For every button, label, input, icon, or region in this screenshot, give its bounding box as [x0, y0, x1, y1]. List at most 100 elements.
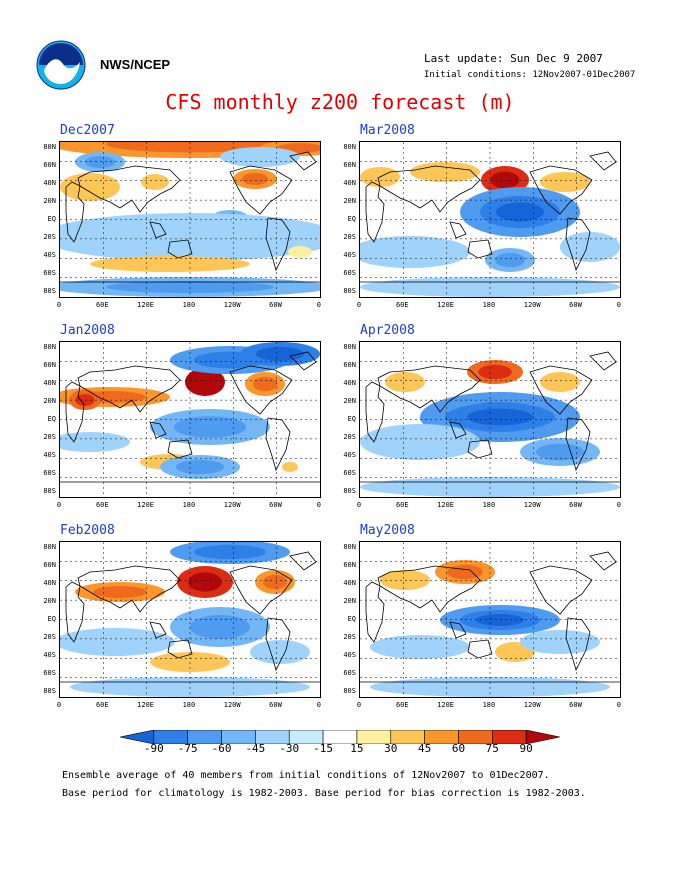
lat-tick-label: 40S — [343, 251, 356, 259]
panel-title-3: Jan2008 — [60, 323, 115, 338]
lon-tick-label: 120E — [437, 301, 455, 309]
lat-tick-label: EQ — [347, 615, 356, 623]
map-panel-apr2008 — [359, 341, 621, 498]
lat-tick-label: 60S — [43, 669, 56, 677]
lat-tick-label: 60N — [343, 361, 356, 369]
lat-tick-label: 60S — [43, 469, 56, 477]
lon-tick-label: 180 — [182, 301, 196, 309]
noaa-logo-icon — [36, 40, 86, 90]
colorbar — [119, 729, 561, 748]
lat-tick-label: 80S — [343, 687, 356, 695]
footer-line-2: Base period for climatology is 1982-2003… — [62, 788, 586, 799]
colorbar-swatch — [525, 729, 561, 745]
colorbar-label: -45 — [245, 742, 266, 755]
lat-tick-label: 40S — [343, 451, 356, 459]
panel-title-1: Dec2007 — [60, 123, 115, 138]
lat-tick-label: 20S — [43, 233, 56, 241]
lat-tick-label: 60S — [343, 469, 356, 477]
lat-tick-label: 40S — [43, 651, 56, 659]
lat-tick-label: 20N — [343, 197, 356, 205]
lon-tick-label: 0 — [56, 301, 62, 309]
lat-tick-label: 40S — [43, 451, 56, 459]
lat-tick-label: 80N — [43, 343, 56, 351]
lon-tick-label: 120W — [223, 501, 241, 509]
lon-tick-label: 60E — [95, 301, 109, 309]
lon-tick-label: 120W — [523, 301, 541, 309]
lat-tick-label: 20S — [343, 633, 356, 641]
anomaly-field — [360, 542, 620, 697]
lat-tick-label: 80S — [43, 287, 56, 295]
footer-line-1: Ensemble average of 40 members from init… — [62, 770, 550, 781]
anomaly-field — [360, 342, 620, 497]
lon-tick-label: 120W — [223, 701, 241, 709]
lat-tick-label: 40N — [43, 379, 56, 387]
map-panel-feb2008 — [59, 541, 321, 698]
lon-tick-label: 60E — [395, 501, 409, 509]
lon-tick-label: 180 — [482, 701, 496, 709]
lat-tick-label: 20N — [43, 397, 56, 405]
lat-tick-label: 40N — [343, 179, 356, 187]
lon-tick-label: 60E — [95, 701, 109, 709]
lat-tick-label: EQ — [347, 215, 356, 223]
lon-tick-label: 0 — [316, 501, 321, 509]
lat-tick-label: 60N — [43, 361, 56, 369]
lat-tick-label: 40N — [43, 579, 56, 587]
lat-tick-label: EQ — [47, 615, 56, 623]
lat-tick-label: 20S — [43, 633, 56, 641]
colorbar-label: -60 — [211, 742, 232, 755]
lon-tick-label: 120W — [523, 501, 541, 509]
lat-tick-label: 60N — [43, 161, 56, 169]
lon-tick-label: 180 — [182, 501, 196, 509]
lon-tick-label: 180 — [482, 301, 496, 309]
lon-tick-label: 60W — [269, 301, 282, 309]
lon-tick-label: 60E — [395, 701, 409, 709]
agency-name: NWS/NCEP — [100, 57, 171, 72]
initial-conditions: Initial conditions: 12Nov2007-01Dec2007 — [424, 70, 636, 80]
lon-tick-label: 0 — [616, 701, 621, 709]
colorbar-label: -90 — [143, 742, 164, 755]
lat-tick-label: 80S — [43, 687, 56, 695]
panel-title-6: May2008 — [360, 523, 415, 538]
lon-tick-label: 0 — [56, 701, 62, 709]
lon-tick-label: 180 — [482, 501, 496, 509]
colorbar-label: 90 — [519, 742, 533, 755]
map-panel-jan2008 — [59, 341, 321, 498]
anomaly-field — [60, 542, 320, 697]
lon-tick-label: 0 — [316, 701, 321, 709]
panel-title-4: Apr2008 — [360, 323, 415, 338]
lon-tick-label: 60W — [569, 501, 582, 509]
lon-tick-label: 0 — [316, 301, 321, 309]
colorbar-label: -15 — [313, 742, 333, 755]
colorbar-label: -30 — [279, 742, 300, 755]
lon-tick-label: 0 — [356, 501, 362, 509]
lat-tick-label: 80S — [343, 487, 356, 495]
lon-tick-label: 60W — [269, 501, 282, 509]
lat-tick-label: 60N — [43, 561, 56, 569]
lat-tick-label: 80N — [343, 343, 356, 351]
lat-tick-label: 40S — [43, 251, 56, 259]
lat-tick-label: 80N — [343, 543, 356, 551]
lon-tick-label: 120E — [437, 701, 455, 709]
lon-tick-label: 0 — [56, 501, 62, 509]
lat-tick-label: 40N — [343, 579, 356, 587]
lat-tick-label: 80N — [43, 543, 56, 551]
anomaly-field — [60, 342, 320, 497]
lon-tick-label: 120W — [223, 301, 241, 309]
panel-title-2: Mar2008 — [360, 123, 415, 138]
lat-tick-label: 20S — [343, 233, 356, 241]
lat-tick-label: 60S — [343, 669, 356, 677]
lat-tick-label: 40N — [43, 179, 56, 187]
colorbar-label: 45 — [417, 742, 432, 755]
lat-tick-label: 80N — [343, 143, 356, 151]
lon-tick-label: 0 — [616, 501, 621, 509]
lat-tick-label: 20N — [43, 597, 56, 605]
lon-tick-label: 60W — [569, 701, 582, 709]
lon-tick-label: 0 — [356, 301, 362, 309]
colorbar-label: -75 — [177, 742, 198, 755]
lat-tick-label: EQ — [47, 215, 56, 223]
lat-tick-label: 20N — [343, 597, 356, 605]
map-panel-dec2007 — [59, 141, 321, 298]
lat-tick-label: 60S — [343, 269, 356, 277]
colorbar-label: 60 — [451, 742, 466, 755]
anomaly-field — [60, 142, 320, 297]
